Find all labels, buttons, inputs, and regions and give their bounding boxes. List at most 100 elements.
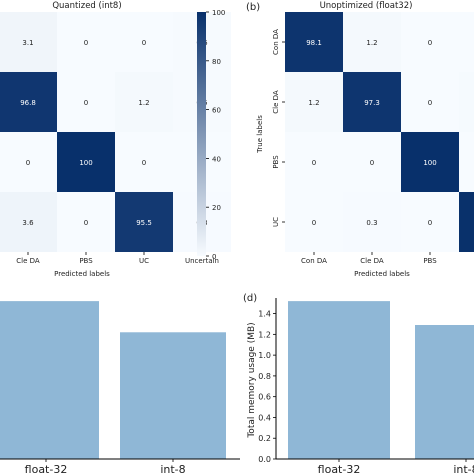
bar-chart-right-ylabel: Total memory usage (MB) xyxy=(247,322,257,438)
y-tick-label: 0.6 xyxy=(258,393,271,402)
bar-chart-left: float-32 int-8 xyxy=(0,301,240,474)
x-tick-label: Cle DA xyxy=(16,257,40,265)
heatmap-cell xyxy=(285,12,343,72)
cell-value-label: 1.2 xyxy=(308,99,319,107)
heatmap-cell xyxy=(57,192,115,252)
cell-value-label: 1.2 xyxy=(366,39,377,47)
cell-value-label: 3.6 xyxy=(22,219,34,227)
bar xyxy=(120,332,226,459)
y-tick-label: 0.8 xyxy=(258,372,271,381)
bar xyxy=(288,301,390,459)
colorbar-tick-label: 80 xyxy=(212,58,221,66)
x-tick-label: UC xyxy=(139,257,149,265)
colorbar-tick-label: 0 xyxy=(212,253,216,261)
panel-label-b: (b) xyxy=(246,2,260,13)
heatmap-cell xyxy=(0,12,57,72)
y-tick-label: PBS xyxy=(272,155,280,169)
colorbar-tick-label: 60 xyxy=(212,107,221,115)
y-tick-label: 1.4 xyxy=(258,310,271,319)
heatmap-cell xyxy=(401,12,459,72)
y-tick-label: Con DA xyxy=(272,29,280,55)
heatmap-cell xyxy=(459,72,474,132)
cell-value-label: 96.8 xyxy=(20,99,36,107)
y-tick-label: 0.4 xyxy=(258,413,271,422)
cell-value-label: 1.2 xyxy=(138,99,149,107)
x-tick-label: Con DA xyxy=(301,257,327,265)
x-tick-label: PBS xyxy=(423,257,437,265)
heatmap-cell xyxy=(115,72,173,132)
heatmap-cell xyxy=(115,132,173,192)
heatmap-cell xyxy=(343,192,401,252)
cell-value-label: 0 xyxy=(84,219,88,227)
heatmap-cell xyxy=(57,12,115,72)
colorbar: 100 80 60 40 20 0 xyxy=(197,9,225,261)
colorbar-tick-label: 40 xyxy=(212,155,221,163)
heatmap-cell xyxy=(343,72,401,132)
x-tick-label: Uncertain xyxy=(185,257,219,265)
y-tick-label: Cle DA xyxy=(272,90,280,114)
cell-value-label: 95.5 xyxy=(136,219,152,227)
heatmap-cell xyxy=(343,12,401,72)
x-tick-label: int-8 xyxy=(160,463,185,474)
y-tick-label: 1.0 xyxy=(258,351,271,360)
cell-value-label: 0 xyxy=(142,159,146,167)
cell-value-label: 0 xyxy=(312,219,316,227)
heatmap-cell xyxy=(459,132,474,192)
colorbar-tick-label: 100 xyxy=(212,9,225,17)
heatmap-cell xyxy=(401,72,459,132)
heatmap-unoptimized-xlabel: Predicted labels xyxy=(354,270,410,278)
colorbar-gradient xyxy=(197,12,206,256)
heatmap-cell xyxy=(401,132,459,192)
cell-value-label: 0 xyxy=(428,99,432,107)
x-tick-label: int-8 xyxy=(453,463,474,474)
y-tick-label: UC xyxy=(272,217,280,227)
x-tick-label: float-32 xyxy=(25,463,68,474)
cell-value-label: 0 xyxy=(370,159,374,167)
heatmap-quantized-xlabel: Predicted labels xyxy=(54,270,110,278)
x-tick-label: float-32 xyxy=(318,463,361,474)
y-tick-label: 1.2 xyxy=(258,330,271,339)
heatmap-cell xyxy=(285,192,343,252)
heatmap-quantized-title: Quantized (int8) xyxy=(52,1,121,11)
cell-value-label: 0 xyxy=(312,159,316,167)
cell-value-label: 0 xyxy=(142,39,146,47)
heatmap-cell xyxy=(343,132,401,192)
cell-value-label: 0.3 xyxy=(366,219,377,227)
heatmap-cell xyxy=(459,12,474,72)
bar xyxy=(0,301,99,459)
cell-value-label: 0 xyxy=(84,99,88,107)
bar-chart-right: float-32 int-8 0.0 0.2 0.4 0.6 0.8 1.0 1.2 1.4 xyxy=(258,298,474,474)
heatmap-cell xyxy=(401,192,459,252)
cell-value-label: 3.1 xyxy=(22,39,33,47)
cell-value-label: 98.1 xyxy=(306,39,322,47)
cell-value-label: 97.3 xyxy=(364,99,380,107)
cell-value-label: 0 xyxy=(84,39,88,47)
cell-value-label: 0 xyxy=(428,219,432,227)
cell-value-label: 100 xyxy=(423,159,436,167)
x-tick-label: PBS xyxy=(79,257,93,265)
heatmap-unoptimized-ylabel: True labels xyxy=(256,115,264,154)
y-tick-label: 0.0 xyxy=(258,455,271,464)
x-tick-label: Cle DA xyxy=(360,257,384,265)
heatmap-quantized: 6.33.1000.61.596.801.20.5000100000.63.60… xyxy=(0,12,231,265)
heatmap-cell xyxy=(285,132,343,192)
heatmap-cell xyxy=(57,72,115,132)
bar xyxy=(415,325,474,459)
heatmap-cell xyxy=(285,72,343,132)
heatmap-cell xyxy=(57,132,115,192)
panel-label-d: (d) xyxy=(243,293,257,304)
y-tick-label: 0.2 xyxy=(258,434,271,443)
heatmap-cell xyxy=(0,72,57,132)
heatmap-unoptimized-title: Unoptimized (float32) xyxy=(320,1,413,11)
heatmap-cell xyxy=(0,192,57,252)
heatmap-cell xyxy=(0,132,57,192)
heatmap-cell xyxy=(115,192,173,252)
heatmap-unoptimized: 98.11.2000.61.297.300.70.7001000000.3099… xyxy=(272,12,474,265)
heatmap-cell xyxy=(115,12,173,72)
colorbar-tick-label: 20 xyxy=(212,204,221,212)
cell-value-label: 0 xyxy=(428,39,432,47)
heatmap-cell xyxy=(459,192,474,252)
cell-value-label: 100 xyxy=(79,159,92,167)
cell-value-label: 0 xyxy=(26,159,30,167)
